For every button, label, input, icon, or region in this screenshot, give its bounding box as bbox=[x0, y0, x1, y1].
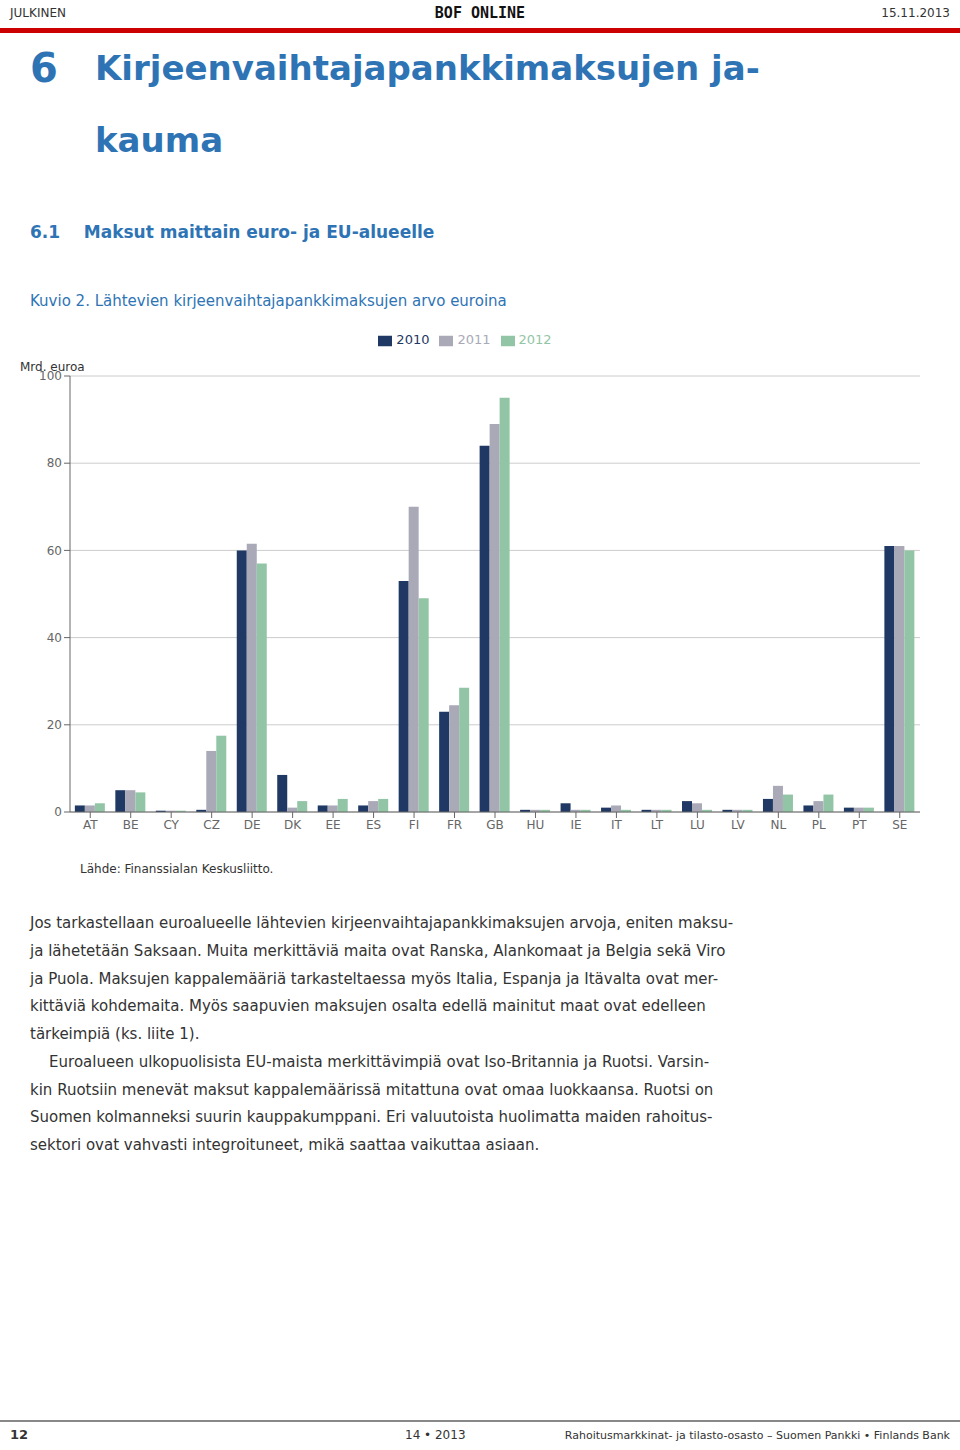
svg-text:60: 60 bbox=[47, 544, 62, 558]
svg-text:EE: EE bbox=[326, 818, 341, 832]
svg-text:FI: FI bbox=[409, 818, 419, 832]
svg-text:IE: IE bbox=[570, 818, 581, 832]
svg-text:DK: DK bbox=[284, 818, 302, 832]
svg-text:NL: NL bbox=[770, 818, 786, 832]
svg-text:DE: DE bbox=[244, 818, 261, 832]
svg-text:80: 80 bbox=[47, 456, 62, 470]
svg-text:BE: BE bbox=[123, 818, 139, 832]
svg-text:PL: PL bbox=[812, 818, 826, 832]
svg-text:AT: AT bbox=[83, 818, 98, 832]
svg-text:HU: HU bbox=[527, 818, 545, 832]
svg-text:20: 20 bbox=[47, 718, 62, 732]
svg-text:ES: ES bbox=[366, 818, 381, 832]
svg-text:100: 100 bbox=[39, 369, 62, 383]
svg-text:LU: LU bbox=[690, 818, 705, 832]
svg-text:CZ: CZ bbox=[203, 818, 220, 832]
svg-text:LT: LT bbox=[651, 818, 664, 832]
svg-text:PT: PT bbox=[852, 818, 867, 832]
svg-text:CY: CY bbox=[163, 818, 179, 832]
svg-text:LV: LV bbox=[731, 818, 745, 832]
svg-text:FR: FR bbox=[447, 818, 462, 832]
svg-text:0: 0 bbox=[54, 805, 62, 819]
svg-text:IT: IT bbox=[611, 818, 623, 832]
svg-text:SE: SE bbox=[892, 818, 907, 832]
svg-text:GB: GB bbox=[486, 818, 504, 832]
svg-text:40: 40 bbox=[47, 631, 62, 645]
